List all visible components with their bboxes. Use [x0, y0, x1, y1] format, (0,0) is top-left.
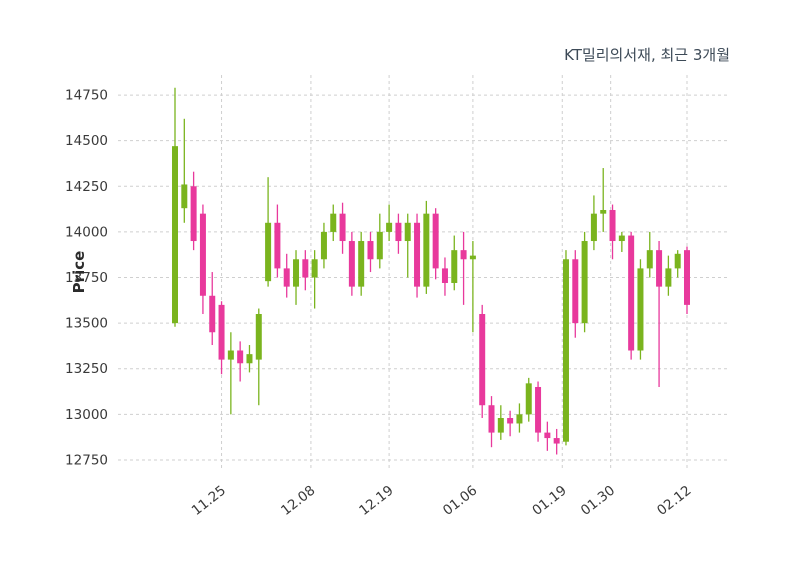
candle-body	[172, 146, 178, 324]
chart-title: KT밀리의서재, 최근 3개월	[564, 46, 730, 64]
candle-body	[320, 231, 327, 260]
candle-body	[646, 250, 653, 269]
y-tick-label: 12750	[65, 452, 108, 468]
candle-body	[237, 350, 244, 364]
candle-body	[535, 386, 542, 433]
axis-labels-layer: 12750 13000 13250 13500 13750 14000 14250 14500…	[65, 88, 694, 519]
candles-layer	[172, 87, 690, 455]
candle-body	[339, 213, 346, 242]
candle-body	[209, 295, 216, 333]
candle-body	[628, 235, 635, 351]
candle-body	[376, 231, 383, 260]
candle-body	[311, 259, 318, 278]
candle-body	[656, 250, 663, 287]
x-tick-label: 12.08	[278, 483, 318, 519]
y-tick-label: 14250	[65, 179, 108, 195]
candle-body	[572, 259, 579, 324]
x-tick-label: 01.30	[578, 483, 618, 519]
candle-body	[348, 241, 355, 287]
candle-body	[562, 259, 569, 442]
candle-body	[553, 438, 560, 444]
candle-body	[581, 241, 588, 324]
y-axis-title: Price	[70, 251, 88, 294]
candle-body	[386, 222, 393, 232]
candle-body	[246, 354, 253, 364]
x-tick-label: 01.06	[440, 483, 480, 519]
y-tick-label: 14000	[65, 224, 108, 240]
candle-body	[609, 210, 616, 242]
candle-body	[181, 184, 188, 209]
candle-body	[665, 268, 672, 287]
candle-body	[199, 213, 206, 296]
candle-body	[460, 250, 467, 260]
candle-body	[516, 414, 523, 424]
candle-body	[395, 222, 402, 242]
candle-body	[423, 213, 430, 287]
y-tick-label: 14500	[65, 133, 108, 149]
candle-body	[218, 304, 225, 360]
candle-body	[414, 222, 421, 287]
candle-body	[544, 432, 551, 439]
candle-body	[274, 222, 281, 269]
candle-body	[190, 186, 197, 242]
candle-body	[479, 314, 486, 406]
y-tick-label: 13750	[65, 270, 108, 286]
x-tick-label: 02.12	[654, 483, 694, 519]
candle-body	[293, 259, 300, 287]
candle-body	[330, 213, 337, 232]
candle-body	[451, 250, 458, 283]
candle-body	[358, 241, 365, 287]
candle-body	[684, 250, 690, 305]
candle-body	[255, 314, 262, 360]
y-tick-label: 14750	[65, 88, 108, 104]
candle-body	[497, 418, 504, 433]
y-tick-label: 13000	[65, 407, 108, 423]
candle-body	[600, 210, 607, 214]
x-tick-label: 01.19	[529, 483, 569, 519]
candle-body	[637, 268, 644, 351]
candle-body	[432, 213, 439, 269]
y-tick-label: 13500	[65, 316, 108, 332]
candle-body	[488, 405, 495, 433]
candle-body	[227, 350, 234, 360]
candle-body	[265, 222, 272, 282]
candle-body	[469, 255, 476, 260]
x-tick-label: 12.19	[356, 483, 396, 519]
candle-body	[618, 235, 625, 242]
candle-body	[404, 222, 411, 242]
candle-body	[507, 418, 514, 424]
candle-body	[441, 268, 448, 283]
candle-body	[302, 259, 309, 278]
candle-body	[283, 268, 290, 287]
candle-body	[674, 253, 681, 269]
candle-body	[525, 383, 532, 415]
candle-body	[590, 213, 597, 242]
x-tick-label: 11.25	[189, 483, 229, 519]
candle-body	[367, 241, 374, 260]
y-tick-label: 13250	[65, 361, 108, 377]
